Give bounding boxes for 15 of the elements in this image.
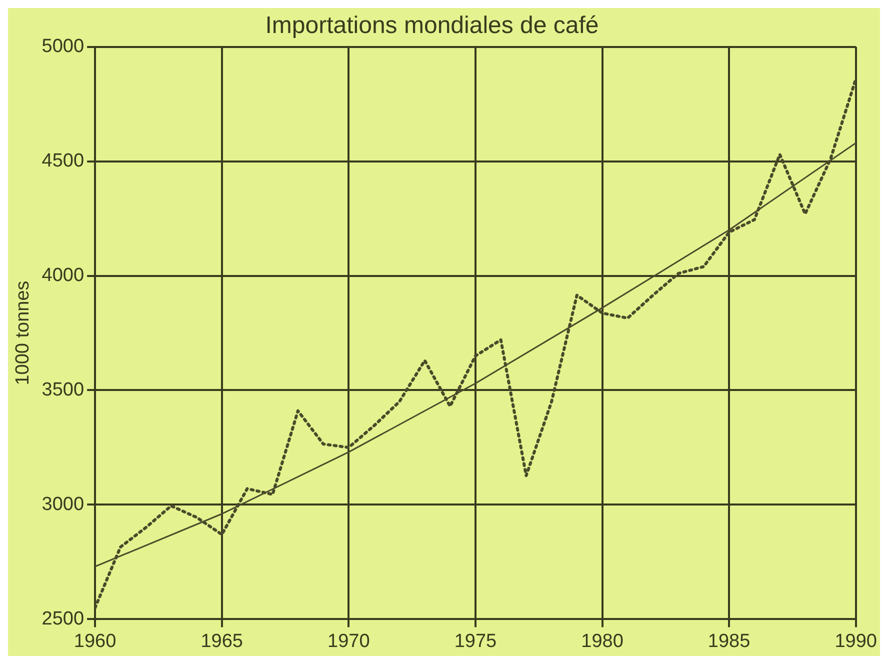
x-tick-label: 1960	[74, 630, 116, 652]
y-tick-label: 3500	[42, 379, 84, 400]
x-tick-label: 1985	[708, 630, 750, 652]
chart-title: Importations mondiales de café	[265, 12, 599, 40]
y-tick-label: 2500	[42, 608, 84, 630]
y-tick-label: 3000	[42, 494, 84, 515]
y-tick-label: 5000	[42, 36, 84, 58]
y-tick-label: 4000	[42, 264, 84, 286]
y-tick-label: 4500	[42, 150, 84, 172]
x-tick-label: 1980	[581, 630, 624, 652]
x-tick-label: 1990	[834, 630, 878, 652]
x-tick-label: 1970	[328, 630, 370, 652]
x-tick-label: 1965	[200, 630, 244, 652]
y-axis-title: 1000 tonnes	[12, 280, 34, 386]
x-tick-label: 1975	[454, 630, 497, 652]
